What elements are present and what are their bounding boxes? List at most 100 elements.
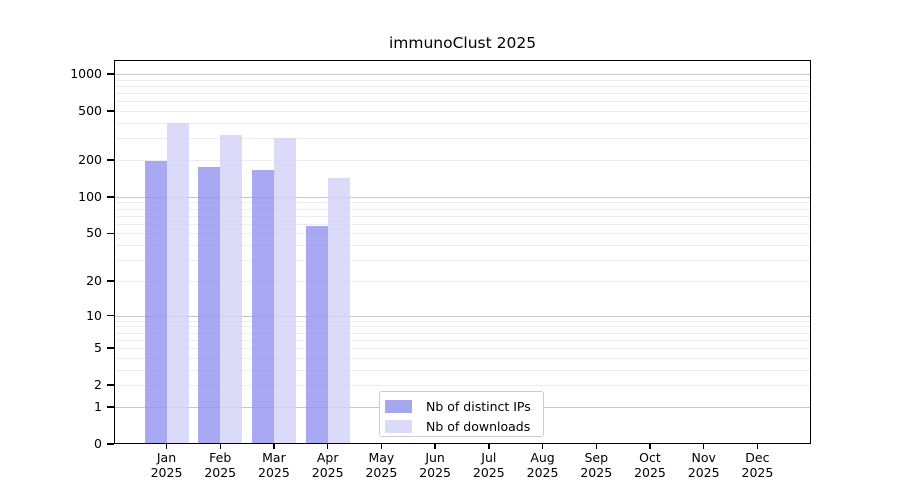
y-tick-mark <box>107 159 114 161</box>
bar-downloads-feb <box>220 134 243 444</box>
y-tick-mark <box>107 73 114 75</box>
gridline <box>114 280 811 282</box>
bar-downloads-mar <box>273 138 296 444</box>
legend-label-downloads: Nb of downloads <box>426 419 531 434</box>
y-tick-label-10: 10 <box>86 307 102 323</box>
y-tick-label-2: 2 <box>94 377 102 393</box>
gridline <box>114 348 811 350</box>
x-tick-mark <box>434 444 436 449</box>
y-tick-mark <box>107 406 114 408</box>
bar-distinct-ips-apr <box>305 225 328 444</box>
x-tick-label-jun: Jun 2025 <box>405 450 465 480</box>
x-tick-year: 2025 <box>204 465 237 480</box>
y-tick-label-500: 500 <box>78 103 102 119</box>
x-tick-month: Jan <box>156 450 177 465</box>
y-tick-label-0: 0 <box>94 436 102 451</box>
gridline <box>114 326 811 328</box>
x-tick-mark <box>273 444 275 449</box>
y-tick-mark <box>107 443 114 445</box>
x-tick-year: 2025 <box>741 465 774 480</box>
x-tick-year: 2025 <box>258 465 290 480</box>
bar-distinct-ips-jan <box>144 161 167 444</box>
x-tick-mark <box>541 444 544 449</box>
gridline <box>114 357 811 359</box>
x-tick-month: Aug <box>530 450 555 465</box>
y-tick-label-1: 1 <box>94 398 102 414</box>
x-tick-label-feb: Feb 2025 <box>190 450 250 480</box>
y-tick-mark <box>107 347 114 349</box>
y-tick-mark <box>107 110 114 112</box>
x-tick-year: 2025 <box>634 465 666 480</box>
legend-label-distinct-ips: Nb of distinct IPs <box>426 399 531 414</box>
gridline-major <box>114 315 811 317</box>
x-tick-month: Dec <box>745 450 770 465</box>
gridline <box>114 85 811 87</box>
x-tick-label-sep: Sep 2025 <box>566 450 626 480</box>
gridline-major <box>114 196 811 198</box>
x-tick-month: Jul <box>481 450 497 465</box>
x-tick-label-dec: Dec 2025 <box>727 450 787 480</box>
y-tick-label-50: 50 <box>86 225 102 241</box>
gridline <box>114 245 811 247</box>
legend-swatch-distinct-ips <box>385 400 412 413</box>
x-tick-month: Jun <box>425 450 445 465</box>
gridline <box>114 332 811 334</box>
gridline <box>114 339 811 341</box>
x-tick-mark <box>165 444 168 449</box>
x-tick-mark <box>326 444 329 449</box>
gridline <box>114 260 811 262</box>
x-tick-year: 2025 <box>311 465 344 480</box>
gridline <box>114 101 811 103</box>
x-tick-mark <box>488 444 490 449</box>
x-tick-label-oct: Oct 2025 <box>620 450 680 480</box>
x-tick-label-nov: Nov 2025 <box>674 450 734 480</box>
x-tick-label-jan: Jan 2025 <box>137 450 197 480</box>
gridline <box>114 208 811 210</box>
gridline <box>114 320 811 322</box>
bar-distinct-ips-feb <box>198 167 221 444</box>
x-tick-mark <box>380 444 383 449</box>
y-tick-mark <box>107 384 114 386</box>
gridline <box>114 160 811 161</box>
y-tick-mark <box>107 196 114 198</box>
y-tick-label-100: 100 <box>78 188 102 204</box>
x-tick-year: 2025 <box>365 465 398 480</box>
x-tick-mark <box>756 444 759 449</box>
legend: Nb of distinct IPs Nb of downloads <box>379 391 544 437</box>
gridline <box>114 369 811 371</box>
x-tick-mark <box>219 444 221 449</box>
y-tick-label-200: 200 <box>78 152 102 167</box>
gridline <box>114 385 811 387</box>
legend-entry-distinct-ips: Nb of distinct IPs <box>385 398 543 415</box>
x-tick-month: May <box>368 450 395 465</box>
x-tick-year: 2025 <box>419 465 451 480</box>
gridline <box>114 233 811 235</box>
x-tick-mark <box>703 444 705 449</box>
bar-downloads-apr <box>327 178 350 444</box>
bar-distinct-ips-mar <box>251 170 274 444</box>
x-tick-year: 2025 <box>526 465 559 480</box>
x-tick-month: Sep <box>584 450 609 465</box>
y-tick-label-1000: 1000 <box>70 66 102 82</box>
x-tick-label-aug: Aug 2025 <box>513 450 573 480</box>
gridline <box>114 111 811 113</box>
gridline <box>114 215 811 217</box>
x-tick-label-jul: Jul 2025 <box>459 450 519 480</box>
y-tick-label-5: 5 <box>94 340 102 356</box>
x-tick-month: Oct <box>639 450 661 465</box>
gridline <box>114 93 811 95</box>
x-tick-year: 2025 <box>150 465 183 480</box>
x-tick-year: 2025 <box>687 465 720 480</box>
x-tick-month: Nov <box>691 450 716 465</box>
y-tick-mark <box>107 280 114 282</box>
gridline-major <box>114 74 811 76</box>
x-tick-label-apr: Apr 2025 <box>298 450 358 480</box>
x-tick-month: Feb <box>209 450 232 465</box>
y-tick-mark <box>107 314 114 317</box>
x-tick-month: Mar <box>262 450 286 465</box>
legend-entry-downloads: Nb of downloads <box>385 418 543 435</box>
chart-title: immunoClust 2025 <box>388 34 537 52</box>
x-tick-label-mar: Mar 2025 <box>244 450 304 480</box>
gridline <box>114 223 811 225</box>
x-tick-mark <box>595 444 597 449</box>
